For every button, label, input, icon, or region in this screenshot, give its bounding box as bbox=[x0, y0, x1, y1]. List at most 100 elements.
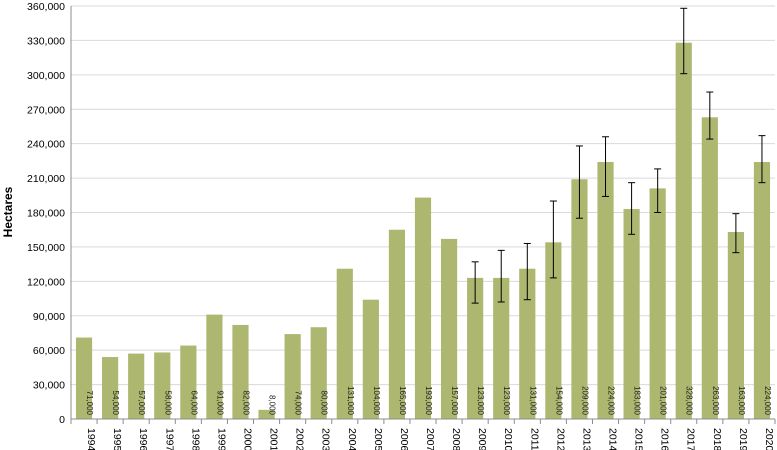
bar bbox=[284, 334, 301, 419]
y-tick-label: 30,000 bbox=[33, 380, 65, 392]
data-label: 131,000 bbox=[346, 386, 355, 415]
data-label: 8,000 bbox=[268, 395, 277, 416]
x-tick-label: 2006 bbox=[398, 428, 410, 450]
bar bbox=[545, 242, 562, 419]
x-tick-label: 2014 bbox=[607, 428, 619, 450]
bar bbox=[102, 357, 119, 419]
y-tick-label: 0 bbox=[59, 414, 65, 426]
y-tick-labels: 0 30,000 60,000 90,000 120,000 150,000 180,000… bbox=[27, 1, 65, 426]
bar bbox=[727, 232, 744, 419]
data-label: 201,000 bbox=[659, 386, 668, 415]
x-tick-label: 2013 bbox=[580, 428, 592, 450]
bar bbox=[649, 188, 666, 419]
bar bbox=[180, 345, 197, 419]
data-label: 224,000 bbox=[607, 386, 616, 415]
bar bbox=[753, 162, 771, 419]
y-tick-label: 210,000 bbox=[27, 173, 65, 185]
axes bbox=[70, 6, 776, 424]
y-tick-label: 150,000 bbox=[27, 242, 65, 254]
x-tick-label: 1999 bbox=[215, 428, 227, 450]
data-label: 209,000 bbox=[580, 386, 589, 415]
x-tick-label: 2012 bbox=[554, 428, 566, 450]
x-tick-label: 2010 bbox=[502, 428, 514, 450]
bar bbox=[597, 162, 614, 419]
y-tick-label: 90,000 bbox=[33, 311, 65, 323]
bar bbox=[623, 209, 640, 419]
bar bbox=[206, 314, 223, 419]
bar bbox=[414, 197, 432, 419]
data-label: 91,000 bbox=[215, 391, 224, 416]
x-tick-labels: 1994 1995 1996 1997 1998 1999 2000 2001 2002 2003… bbox=[85, 428, 775, 450]
data-label: 224,000 bbox=[763, 386, 772, 415]
x-tick-label: 2018 bbox=[711, 428, 723, 450]
bar bbox=[362, 299, 379, 419]
x-tick-label: 2000 bbox=[241, 428, 253, 450]
x-tick-label: 2004 bbox=[346, 428, 358, 450]
data-label: 183,000 bbox=[633, 386, 642, 415]
bars bbox=[75, 42, 771, 420]
data-label: 80,000 bbox=[320, 391, 329, 416]
x-tick-label: 2003 bbox=[320, 428, 332, 450]
bar bbox=[675, 42, 692, 419]
bar bbox=[232, 324, 249, 419]
data-label: 64,000 bbox=[189, 391, 198, 416]
x-tick-label: 2011 bbox=[528, 428, 540, 450]
x-tick-label: 2019 bbox=[737, 428, 749, 450]
data-label: 165,000 bbox=[398, 386, 407, 415]
bar bbox=[493, 277, 510, 419]
bar bbox=[310, 327, 327, 419]
data-label: 82,000 bbox=[241, 391, 250, 416]
bar bbox=[75, 337, 93, 419]
x-tick-label: 2009 bbox=[476, 428, 488, 450]
error-bars bbox=[471, 7, 766, 304]
data-label: 263,000 bbox=[711, 386, 720, 415]
data-label: 104,000 bbox=[372, 386, 381, 415]
data-label: 123,000 bbox=[502, 386, 511, 415]
x-tick-label: 1994 bbox=[85, 428, 97, 450]
bar bbox=[467, 277, 484, 419]
y-tick-label: 360,000 bbox=[27, 1, 65, 13]
x-tick-label: 1996 bbox=[137, 428, 149, 450]
bar bbox=[440, 238, 458, 419]
bar bbox=[701, 117, 718, 420]
bar bbox=[258, 409, 275, 419]
y-tick-label: 300,000 bbox=[27, 70, 65, 82]
y-tick-label: 330,000 bbox=[27, 35, 65, 47]
bar bbox=[128, 353, 145, 419]
x-tick-label: 2007 bbox=[424, 428, 436, 450]
data-label: 131,000 bbox=[528, 386, 537, 415]
data-label: 328,000 bbox=[685, 386, 694, 415]
x-tick-label: 2017 bbox=[685, 428, 697, 450]
x-tick-label: 2020 bbox=[763, 428, 775, 450]
y-tick-label: 240,000 bbox=[27, 139, 65, 151]
data-label: 58,000 bbox=[163, 391, 172, 416]
data-label: 54,000 bbox=[111, 391, 120, 416]
bar bbox=[571, 179, 588, 419]
data-label: 74,000 bbox=[294, 391, 303, 416]
y-axis-title: Hectares bbox=[1, 186, 15, 237]
data-label: 123,000 bbox=[476, 386, 485, 415]
x-tick-label: 2005 bbox=[372, 428, 384, 450]
x-tick-label: 1995 bbox=[111, 428, 123, 450]
bar bbox=[519, 268, 536, 419]
data-label: 163,000 bbox=[737, 386, 746, 415]
x-tick-label: 2002 bbox=[294, 428, 306, 450]
x-tick-label: 2016 bbox=[659, 428, 671, 450]
data-label: 71,000 bbox=[85, 391, 94, 416]
bar bbox=[154, 352, 171, 419]
x-tick-label: 2008 bbox=[450, 428, 462, 450]
bar bbox=[388, 229, 406, 419]
data-label: 157,000 bbox=[450, 386, 459, 415]
data-label: 154,000 bbox=[554, 386, 563, 415]
x-tick-label: 2001 bbox=[268, 428, 280, 450]
data-label: 57,000 bbox=[137, 391, 146, 416]
x-tick-label: 2015 bbox=[633, 428, 645, 450]
data-label: 193,000 bbox=[424, 386, 433, 415]
y-tick-label: 180,000 bbox=[27, 208, 65, 220]
x-tick-label: 1997 bbox=[163, 428, 175, 450]
bar bbox=[336, 268, 353, 419]
y-tick-label: 120,000 bbox=[27, 276, 65, 288]
y-tick-label: 270,000 bbox=[27, 104, 65, 116]
data-labels: 71,000 54,000 57,000 58,000 64,000 91,000 82,0… bbox=[85, 386, 772, 415]
